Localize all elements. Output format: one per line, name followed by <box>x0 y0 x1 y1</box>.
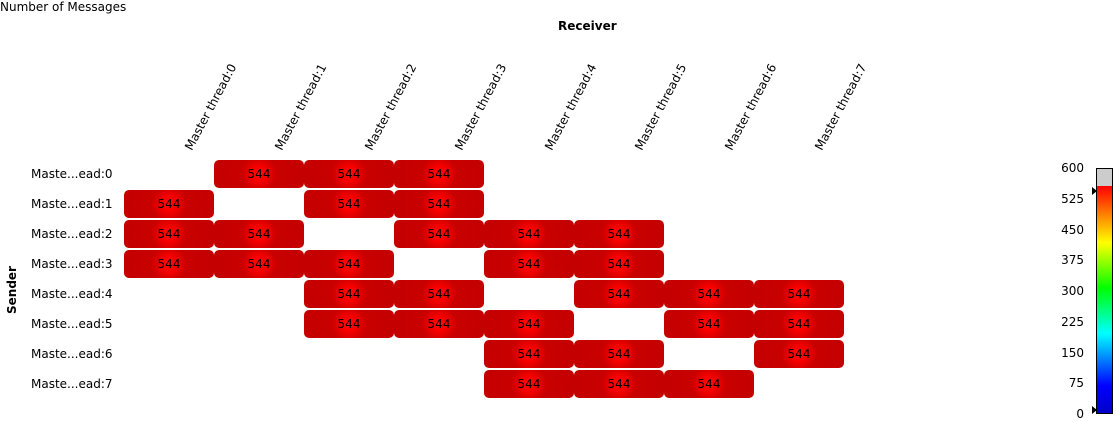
heatmap-cell: 544 <box>214 160 304 188</box>
colorbar-tick-label: 375 <box>1061 253 1084 268</box>
x-tick-label: Master thread:3 <box>452 61 510 153</box>
colorbar-tick-label: 0 <box>1076 407 1084 421</box>
y-tick-label: Maste...ead:6 <box>31 347 113 361</box>
colorbar-tick-label: 600 <box>1061 161 1084 175</box>
y-tick-label: Maste...ead:7 <box>31 377 113 391</box>
y-tick-label: Maste...ead:2 <box>31 227 113 241</box>
heatmap-cell: 544 <box>304 160 394 188</box>
heatmap-cell: 544 <box>124 190 214 218</box>
y-tick-label: Maste...ead:0 <box>31 167 113 181</box>
heatmap-cell: 544 <box>664 280 754 308</box>
colorbar-tick-label: 150 <box>1061 345 1084 360</box>
heatmap-cell: 544 <box>394 310 484 338</box>
heatmap-cell: 544 <box>754 340 844 368</box>
heatmap-cell: 544 <box>754 310 844 338</box>
heatmap-cell: 544 <box>484 220 574 248</box>
heatmap-cell: 544 <box>304 280 394 308</box>
heatmap-cell: 544 <box>304 190 394 218</box>
heatmap-cell: 544 <box>574 250 664 278</box>
colorbar-gradient <box>1097 186 1112 413</box>
heatmap-cell: 544 <box>754 280 844 308</box>
colorbar-overflow <box>1097 169 1112 186</box>
y-tick-label: Maste...ead:3 <box>31 257 113 271</box>
y-axis-label: Sender <box>5 266 19 314</box>
heatmap-cell: 544 <box>124 250 214 278</box>
heatmap-cell: 544 <box>484 370 574 398</box>
colorbar-tick-label: 75 <box>1068 376 1084 391</box>
heatmap-cell: 544 <box>304 250 394 278</box>
heatmap-cell: 544 <box>574 220 664 248</box>
x-tick-label: Master thread:4 <box>542 61 600 153</box>
heatmap-cell: 544 <box>394 220 484 248</box>
heatmap-cell: 544 <box>574 370 664 398</box>
x-axis-label: Receiver <box>558 19 617 33</box>
heatmap-cell: 544 <box>124 220 214 248</box>
heatmap-cell: 544 <box>214 250 304 278</box>
x-tick-label: Master thread:1 <box>272 61 330 153</box>
heatmap-cell: 544 <box>214 220 304 248</box>
heatmap-cell: 544 <box>574 340 664 368</box>
heatmap-cell: 544 <box>664 370 754 398</box>
heatmap-cell: 544 <box>484 250 574 278</box>
chart-title: Number of Messages <box>0 0 127 14</box>
x-tick-label: Master thread:6 <box>722 61 780 153</box>
colorbar <box>1096 168 1113 414</box>
heatmap-cell: 544 <box>394 160 484 188</box>
colorbar-range-marker <box>1092 406 1097 414</box>
x-tick-label: Master thread:7 <box>812 61 870 153</box>
heatmap-cell: 544 <box>664 310 754 338</box>
heatmap-cell: 544 <box>304 310 394 338</box>
colorbar-tick-label: 525 <box>1061 191 1084 206</box>
y-tick-label: Maste...ead:4 <box>31 287 113 301</box>
heatmap-cell: 544 <box>484 310 574 338</box>
heatmap-cell: 544 <box>394 280 484 308</box>
x-tick-label: Master thread:2 <box>362 61 420 153</box>
colorbar-range-marker <box>1092 186 1097 195</box>
colorbar-tick-label: 450 <box>1061 222 1084 237</box>
heatmap-cell: 544 <box>394 190 484 218</box>
colorbar-tick-label: 300 <box>1061 284 1084 298</box>
y-tick-label: Maste...ead:5 <box>31 317 113 331</box>
x-tick-label: Master thread:0 <box>182 61 240 153</box>
y-tick-label: Maste...ead:1 <box>31 197 113 211</box>
x-tick-label: Master thread:5 <box>632 61 690 153</box>
heatmap-cell: 544 <box>574 280 664 308</box>
colorbar-tick-label: 225 <box>1061 314 1084 329</box>
heatmap-cell: 544 <box>484 340 574 368</box>
